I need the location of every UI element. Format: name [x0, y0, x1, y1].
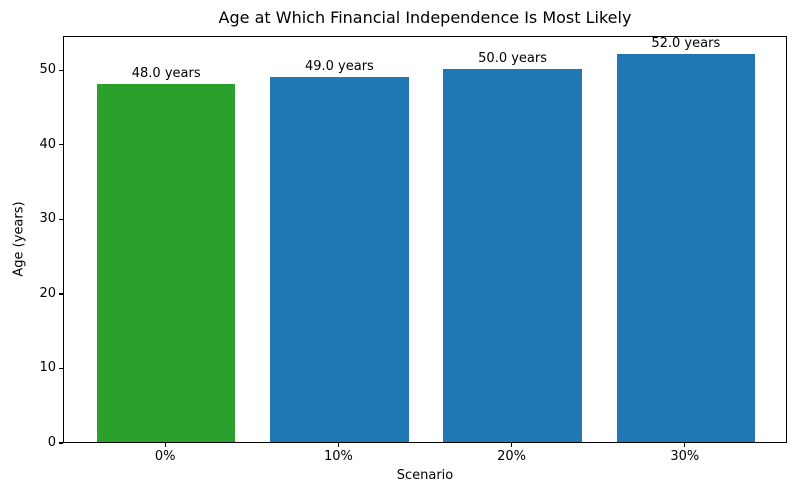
y-tick-label: 30 [39, 211, 56, 227]
chart-title: Age at Which Financial Independence Is M… [218, 8, 632, 27]
y-tick-mark [59, 367, 63, 370]
x-tick-label: 0% [154, 449, 176, 464]
y-tick-label: 40 [39, 136, 56, 152]
x-tick-label: 10% [323, 449, 353, 464]
x-tick-label: 30% [670, 449, 700, 464]
bar-value-label: 49.0 years [304, 58, 374, 74]
bar-value-label: 48.0 years [131, 66, 201, 82]
bar-value-label: 52.0 years [651, 36, 721, 52]
bar [443, 69, 582, 442]
y-tick-label: 20 [39, 285, 56, 301]
y-tick-label: 10 [39, 360, 56, 376]
y-tick-label: 50 [39, 62, 56, 78]
y-tick-mark [59, 442, 63, 444]
x-tick-label: 20% [497, 449, 527, 464]
bar [616, 54, 756, 442]
y-tick-mark [59, 69, 63, 71]
y-tick-mark [59, 293, 63, 295]
x-tick-mark [511, 443, 513, 447]
x-axis-label: Scenario [396, 468, 454, 483]
x-tick-mark [337, 443, 339, 447]
x-tick-mark [164, 443, 166, 447]
bar [96, 84, 236, 442]
bar [270, 76, 409, 442]
plot-area: 48.0 years 49.0 years 50.0 years 52.0 years [63, 36, 787, 443]
y-tick-label: 0 [47, 435, 56, 450]
y-tick-mark [59, 218, 63, 220]
bar-value-label: 50.0 years [478, 51, 548, 67]
x-tick-mark [684, 443, 686, 447]
y-tick-mark [59, 144, 63, 146]
